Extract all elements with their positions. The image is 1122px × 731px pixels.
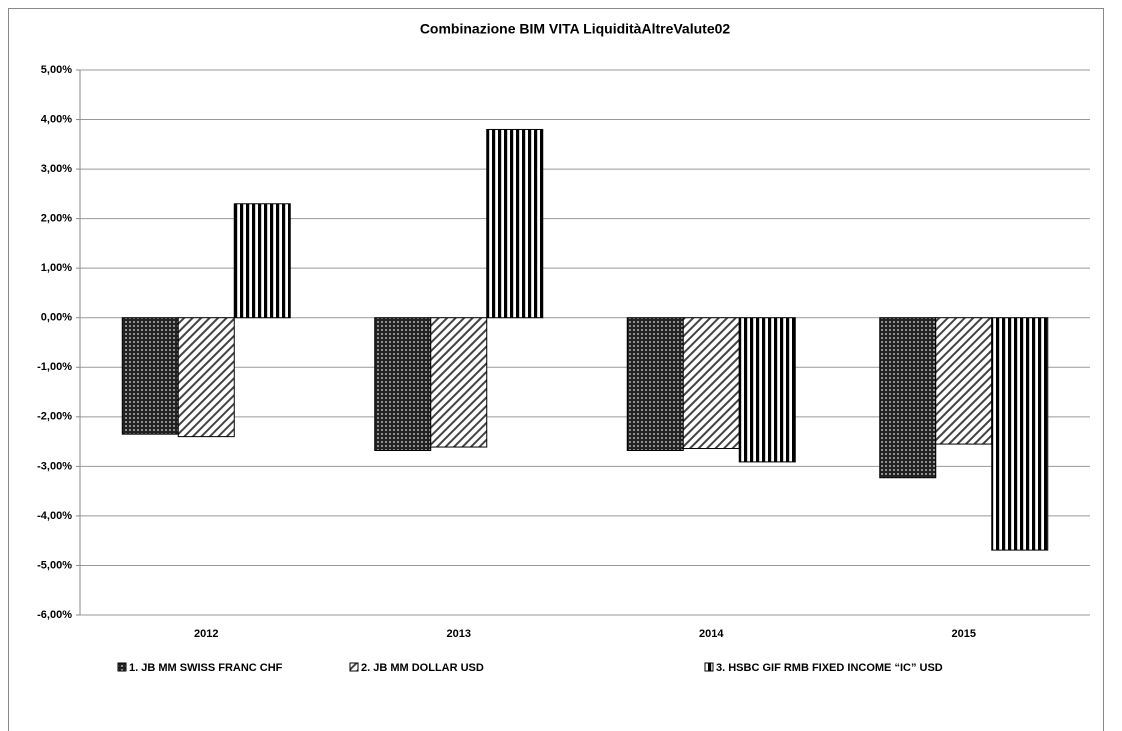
chart-border	[8, 8, 1104, 731]
bar	[626, 317, 684, 452]
y-tick-label: 0,00%	[41, 312, 72, 324]
legend-swatch	[117, 662, 127, 672]
legend-swatch	[349, 662, 359, 672]
bar	[374, 317, 432, 452]
bar	[121, 317, 179, 435]
x-tick-label: 2012	[194, 628, 218, 640]
bar	[430, 317, 488, 448]
bar	[486, 128, 544, 319]
y-tick-label: -1,00%	[37, 361, 72, 373]
y-tick-label: -2,00%	[37, 411, 72, 423]
x-tick-label: 2013	[447, 628, 471, 640]
bar	[935, 317, 993, 445]
legend-label: 3. HSBC GIF RMB FIXED INCOME “IC” USD	[716, 662, 943, 674]
bar	[233, 203, 291, 319]
legend-label: 2. JB MM DOLLAR USD	[361, 662, 484, 674]
x-tick-label: 2015	[952, 628, 976, 640]
y-tick-label: 4,00%	[41, 113, 72, 125]
x-tick-label: 2014	[699, 628, 724, 640]
y-tick-label: -4,00%	[37, 510, 72, 522]
y-tick-label: -6,00%	[37, 609, 72, 621]
bar	[879, 317, 937, 479]
bar	[177, 317, 235, 438]
legend-swatch	[704, 662, 714, 672]
y-tick-label: 1,00%	[41, 262, 72, 274]
y-tick-label: -5,00%	[37, 559, 72, 571]
y-tick-label: 3,00%	[41, 163, 72, 175]
y-tick-label: -3,00%	[37, 460, 72, 472]
chart-title: Combinazione BIM VITA LiquiditàAltreValu…	[420, 21, 731, 37]
y-tick-label: 5,00%	[41, 64, 72, 76]
bar	[682, 317, 740, 450]
legend-label: 1. JB MM SWISS FRANC CHF	[129, 662, 283, 674]
y-tick-label: 2,00%	[41, 213, 72, 225]
bar	[991, 317, 1049, 551]
bar	[738, 317, 796, 463]
